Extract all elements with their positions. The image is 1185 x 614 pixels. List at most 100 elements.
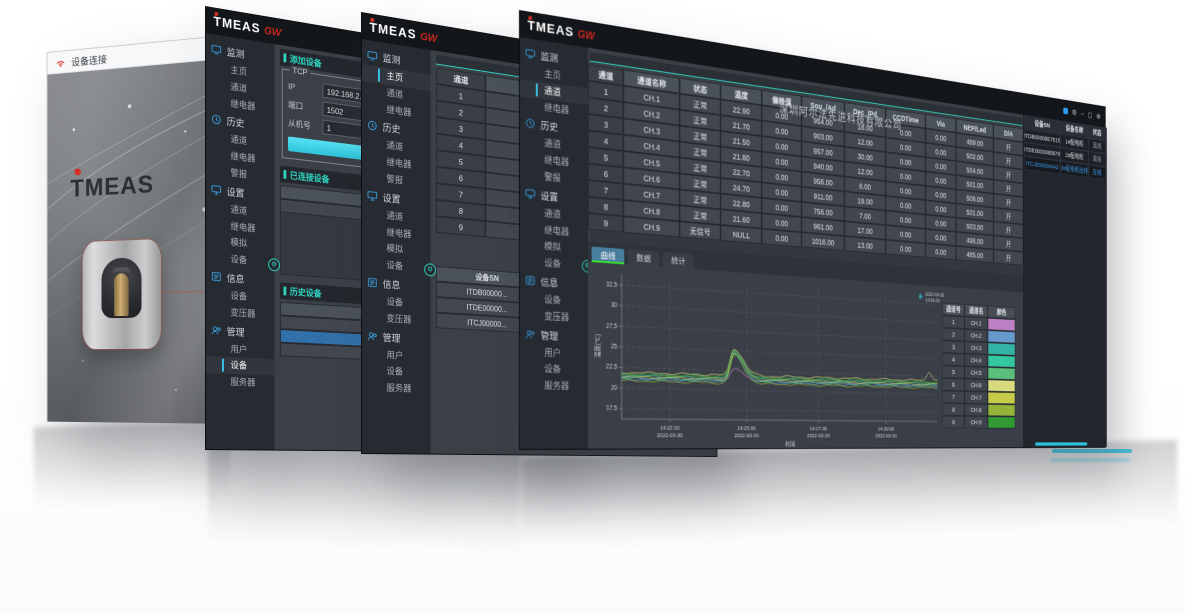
reflection [34, 419, 230, 531]
table-row: 8 CH.8 [942, 403, 1016, 417]
table-cell: 3 [942, 340, 965, 354]
minimize-icon[interactable]: − [1080, 109, 1084, 118]
logo-dot-icon [370, 17, 375, 23]
svg-text:30: 30 [611, 302, 618, 309]
sidebar-group-label: 信息 [382, 279, 401, 292]
svg-text:时间: 时间 [785, 440, 795, 448]
table-cell [987, 403, 1016, 417]
admin-icon [211, 324, 222, 337]
refresh-spinner-icon: ✳ [917, 292, 924, 302]
table-cell: CH.8 [964, 403, 988, 417]
table-cell: 485.00 [956, 245, 994, 264]
svg-text:27.5: 27.5 [606, 323, 618, 330]
scrollbar-reflection [1050, 458, 1130, 462]
ip-label: IP [288, 80, 296, 92]
channels-panel: 深圳阿尔法先进科技有限公司 通道 通道名称 状态 温度 偏移值 Sou_/Ad Dec_/P… [588, 47, 1024, 449]
table-cell: 开 [993, 249, 1024, 266]
table-cell [987, 416, 1016, 429]
table-cell: CH.9 [964, 415, 988, 429]
window-channels: TMEAS GW ⚙ − ◻ ⊗ 监测 主页 通道 继电器 历史 通道 继电器 警报 设置 通道 继电… [519, 10, 1107, 450]
table-cell: 3#配电柜出线 [1060, 160, 1089, 178]
app-chip-icon[interactable] [1063, 107, 1068, 115]
sidebar-group-label: 历史 [540, 121, 559, 135]
table-cell: 9 [942, 415, 965, 429]
svg-text:2022-03-30: 2022-03-30 [657, 433, 683, 439]
monitor-icon [525, 47, 536, 61]
sidebar-group-label: 信息 [540, 277, 559, 290]
table-cell: 0.00 [761, 228, 802, 248]
chart-legend-table: 通道号 通道名 颜色 1 CH.1 2 CH.2 3 CH.3 4 CH.4 5 CH.5 6 CH.6 7 C… [942, 302, 1016, 446]
svg-text:14:27:30: 14:27:30 [810, 427, 828, 433]
logo-dot-icon [214, 11, 219, 17]
table-cell: 8 [942, 403, 965, 416]
sidebar-item-服务器[interactable]: 服务器 [544, 380, 570, 392]
sidebar-group-label: 设置 [226, 187, 245, 200]
svg-text:14:22:30: 14:22:30 [660, 426, 680, 432]
table-cell: CH.3 [964, 341, 988, 355]
table-cell: CH.4 [964, 353, 988, 367]
settings-gear-icon[interactable]: ⚙ [1071, 107, 1077, 117]
history-icon [525, 117, 536, 130]
sidebar: 监测 主页 通道 继电器 历史 通道 继电器 警报 设置 通道 继电器 模拟 设备 信息 设备 变压器 管理 用户… [205, 33, 275, 450]
sidebar-group-label: 历史 [226, 117, 245, 131]
svg-text:22.5: 22.5 [606, 364, 618, 371]
admin-icon [525, 328, 536, 340]
svg-text:20: 20 [611, 385, 618, 392]
sidebar-item-设备[interactable]: 设备 [544, 364, 561, 375]
sidebar-group-label: 信息 [226, 273, 245, 286]
sidebar-item-服务器[interactable]: 服务器 [386, 383, 412, 394]
table-cell [987, 342, 1016, 356]
table-cell: 1 [942, 315, 965, 329]
table-cell: 0.00 [925, 243, 957, 261]
svg-text:14:30:00: 14:30:00 [878, 427, 895, 432]
reflection [364, 445, 520, 577]
chart-area: ✳ 2022-03-30 14:33:23 17.5 20 22.5 25 27.5 30… [588, 261, 1024, 449]
info-icon [367, 276, 378, 289]
svg-text:2022-03-30: 2022-03-30 [734, 434, 759, 440]
restore-icon[interactable]: ◻ [1087, 110, 1093, 119]
svg-text:2022-03-30: 2022-03-30 [875, 434, 897, 439]
sidebar-item-服务器[interactable]: 服务器 [230, 377, 256, 388]
refresh-time: 14:33:23 [925, 297, 940, 304]
series-CH.3 [622, 348, 938, 385]
sidebar-group-label: 设置 [540, 190, 559, 204]
window-controls: ⚙ − ◻ ⊗ [1063, 107, 1101, 121]
close-icon[interactable]: ⊗ [1096, 111, 1101, 121]
sidebar-group-label: 历史 [382, 123, 401, 137]
svg-text:17.5: 17.5 [606, 405, 618, 412]
scrollbar-highlight [1052, 449, 1132, 453]
table-cell: 6 [942, 377, 965, 392]
table-cell: 4 [942, 352, 965, 367]
sidebar-item-用户[interactable]: 用户 [544, 347, 561, 358]
table-cell: CH.5 [964, 366, 988, 380]
sidebar-group-label: 监测 [226, 47, 245, 61]
table-cell: 无信号 [679, 221, 721, 241]
table-cell [987, 366, 1016, 381]
sidebar-item-变压器[interactable]: 变压器 [544, 311, 570, 323]
history-icon [211, 113, 222, 126]
table-cell: CH.1 [964, 316, 988, 331]
sidebar-group-管理[interactable]: 管理 [520, 324, 588, 347]
svg-text:温度(℃): 温度(℃) [593, 334, 601, 358]
temperature-line-chart: 17.5 20 22.5 25 27.5 30 32.5 14:22:30 2022-03-30… [592, 265, 941, 448]
history-icon [367, 119, 378, 132]
horizontal-scrollbar[interactable] [1035, 442, 1088, 446]
table-cell: 7 [942, 390, 965, 404]
table-cell: CH.6 [964, 378, 988, 392]
brand-logo: TMEAS [70, 167, 154, 204]
sidebar-group-label: 管理 [540, 330, 559, 343]
connection-icon [55, 56, 66, 68]
probe-rod [114, 273, 129, 317]
table-row: 7 CH.7 [942, 390, 1016, 405]
tcp-group-label: TCP [289, 64, 311, 78]
svg-text:2022-03-30: 2022-03-30 [807, 434, 830, 439]
port-label: 端口 [288, 99, 304, 111]
table-cell: NULL [720, 224, 762, 245]
settings-icon [525, 187, 536, 200]
probe-opening [101, 257, 142, 319]
admin-icon [367, 330, 378, 343]
sidebar-group-label: 设置 [382, 193, 401, 206]
refresh-status: ✳ 2022-03-30 14:33:23 [918, 292, 945, 305]
table-cell: CH.7 [964, 391, 988, 404]
